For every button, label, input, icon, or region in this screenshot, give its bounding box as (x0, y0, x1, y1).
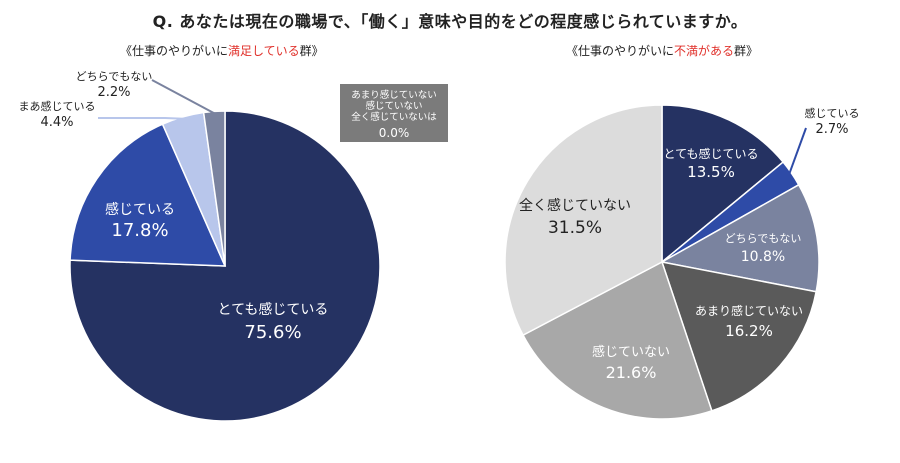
left-slice-3 (202, 110, 226, 267)
left-slice-value: 4.4% (40, 115, 73, 130)
left-subtitle-highlight: 満足している (228, 44, 300, 58)
callout-line: あまり感じていない (351, 89, 437, 101)
right-slice-label: 感じていない (592, 344, 670, 360)
left-leader-line (98, 117, 184, 120)
right-subtitle-suffix: 群》 (734, 44, 759, 58)
right-slice-value: 2.7% (815, 122, 848, 137)
right-chart-subtitle: 《仕事のやりがいに不満がある群》 (566, 42, 758, 59)
right-pie-chart (504, 104, 820, 420)
chart-main-title: Q. あなたは現在の職場で、「働く」意味や目的をどの程度感じられていますか。 (152, 12, 748, 31)
right-pie-labels: とても感じている 13.5% 感じている 2.7% どちらでもない 10.8% あまり感じて… (519, 107, 860, 382)
left-slice-0 (69, 110, 381, 422)
right-slice-5 (504, 104, 663, 337)
right-slice-value: 16.2% (725, 322, 773, 340)
right-slice-4 (522, 260, 713, 420)
right-slice-2 (659, 183, 820, 293)
right-slice-label: 感じている (805, 107, 860, 120)
left-slice-label: まあ感じている (19, 100, 96, 113)
callout-line: 全く感じていないは (351, 111, 437, 123)
right-leader-line (787, 127, 807, 176)
right-slice-label: あまり感じていない (695, 303, 803, 318)
left-subtitle-prefix: 《仕事のやりがいに (120, 44, 229, 58)
left-slice-1 (69, 123, 227, 267)
right-slice-label: とても感じている (663, 146, 758, 161)
left-slice-label: どちらでもない (76, 70, 153, 83)
right-subtitle-highlight: 不満がある (674, 44, 735, 58)
callout-line: 感じていない (365, 100, 422, 112)
right-slice-label: 全く感じていない (519, 197, 631, 214)
right-subtitle-prefix: 《仕事のやりがいに (566, 44, 675, 58)
right-slice-3 (660, 261, 818, 412)
right-slice-label: どちらでもない (725, 232, 802, 245)
right-slice-value: 21.6% (606, 363, 657, 382)
left-leader-line (151, 79, 215, 115)
right-slice-value: 13.5% (687, 163, 735, 181)
callout-value: 0.0% (379, 126, 410, 140)
right-slice-value: 31.5% (548, 218, 602, 238)
left-slice-value: 17.8% (111, 220, 168, 241)
left-pie-labels: とても感じている 75.6% 感じている 17.8% まあ感じている 4.4% どちらでもな… (19, 70, 329, 343)
left-pie-chart (69, 110, 381, 422)
left-slice-value: 75.6% (244, 322, 301, 343)
left-slice-label: とても感じている (218, 301, 329, 318)
left-subtitle-suffix: 群》 (299, 44, 324, 58)
left-slice-label: 感じている (105, 201, 175, 218)
left-slice-value: 2.2% (97, 85, 130, 100)
right-slice-value: 10.8% (741, 249, 785, 265)
callout-box (340, 84, 448, 142)
left-chart-subtitle: 《仕事のやりがいに満足している群》 (120, 42, 324, 59)
right-slice-0 (661, 104, 785, 264)
